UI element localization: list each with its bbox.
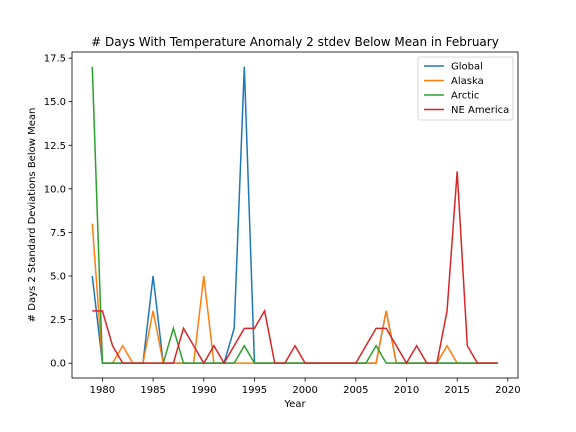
chart-title: # Days With Temperature Anomaly 2 stdev … bbox=[91, 35, 499, 49]
x-tick-label: 2010 bbox=[394, 385, 419, 396]
y-tick-label: 7.5 bbox=[50, 228, 66, 239]
x-tick-label: 1995 bbox=[242, 385, 267, 396]
y-tick-label: 15.0 bbox=[44, 97, 66, 108]
x-axis-label: Year bbox=[283, 399, 306, 410]
legend-label-alaska: Alaska bbox=[451, 76, 484, 87]
y-tick-label: 10.0 bbox=[44, 184, 66, 195]
y-tick-label: 17.5 bbox=[44, 54, 66, 65]
legend-label-arctic: Arctic bbox=[451, 91, 479, 102]
x-axis: 1980 1985 1990 1995 2000 2005 2010 2015 2020 bbox=[90, 378, 521, 396]
y-tick-label: 2.5 bbox=[50, 315, 66, 326]
x-tick-label: 1980 bbox=[90, 385, 115, 396]
y-axis-label: # Days 2 Standard Deviations Below Mean bbox=[27, 108, 38, 323]
x-tick-label: 1990 bbox=[191, 385, 216, 396]
legend-label-ne-america: NE America bbox=[451, 105, 509, 116]
legend-label-global: Global bbox=[451, 62, 483, 73]
plot-lines bbox=[91, 66, 498, 365]
y-tick-label: 12.5 bbox=[44, 141, 66, 152]
legend: Global Alaska Arctic NE America bbox=[417, 56, 514, 121]
x-tick-label: 2015 bbox=[444, 385, 469, 396]
x-tick-label: 2005 bbox=[343, 385, 368, 396]
plot-frame bbox=[71, 51, 519, 379]
y-tick-label: 0.0 bbox=[50, 359, 66, 370]
x-tick-label: 2000 bbox=[292, 385, 317, 396]
x-tick-label: 2020 bbox=[495, 385, 520, 396]
y-tick-label: 5.0 bbox=[50, 272, 66, 283]
series-line-ne-america bbox=[92, 171, 498, 365]
x-tick-label: 1985 bbox=[140, 385, 165, 396]
legend-frame bbox=[417, 56, 514, 121]
y-axis: 0.0 2.5 5.0 7.5 10.0 12.5 15.0 17.5 bbox=[44, 54, 72, 370]
series-line-alaska bbox=[91, 223, 498, 364]
